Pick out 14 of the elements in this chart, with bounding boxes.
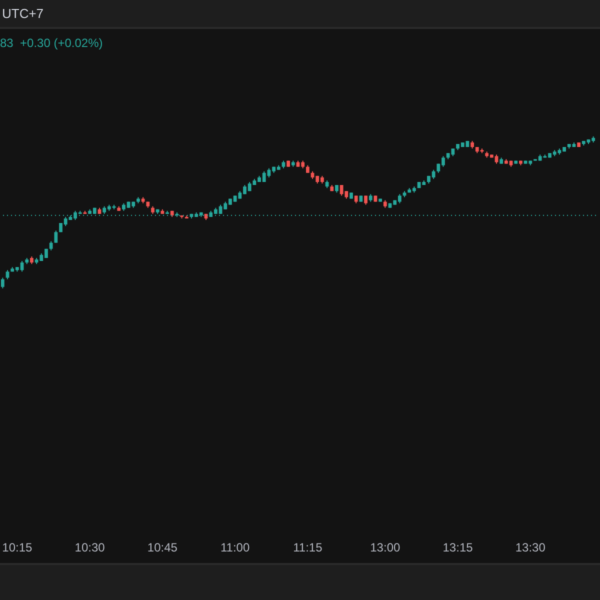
x-tick-label: 10:45 — [147, 540, 178, 554]
x-tick-label: 10:30 — [74, 540, 106, 554]
candlestick — [0, 277, 4, 289]
x-tick-label: 13:15 — [442, 540, 474, 554]
candlestick — [54, 230, 58, 244]
header-panel: UTC+7 — [0, 0, 600, 29]
x-tick-label: 11:15 — [293, 540, 323, 554]
text: 83 +0.30 (+0.02%) — [0, 36, 103, 50]
candlestick — [49, 240, 53, 251]
x-tick-label: 11:00 — [220, 540, 250, 554]
x-tick-label: 13:00 — [370, 540, 400, 554]
candlestick — [364, 195, 368, 206]
x-tick-label: 13:30 — [515, 540, 546, 554]
x-tick-label: 10:15 — [2, 540, 33, 554]
